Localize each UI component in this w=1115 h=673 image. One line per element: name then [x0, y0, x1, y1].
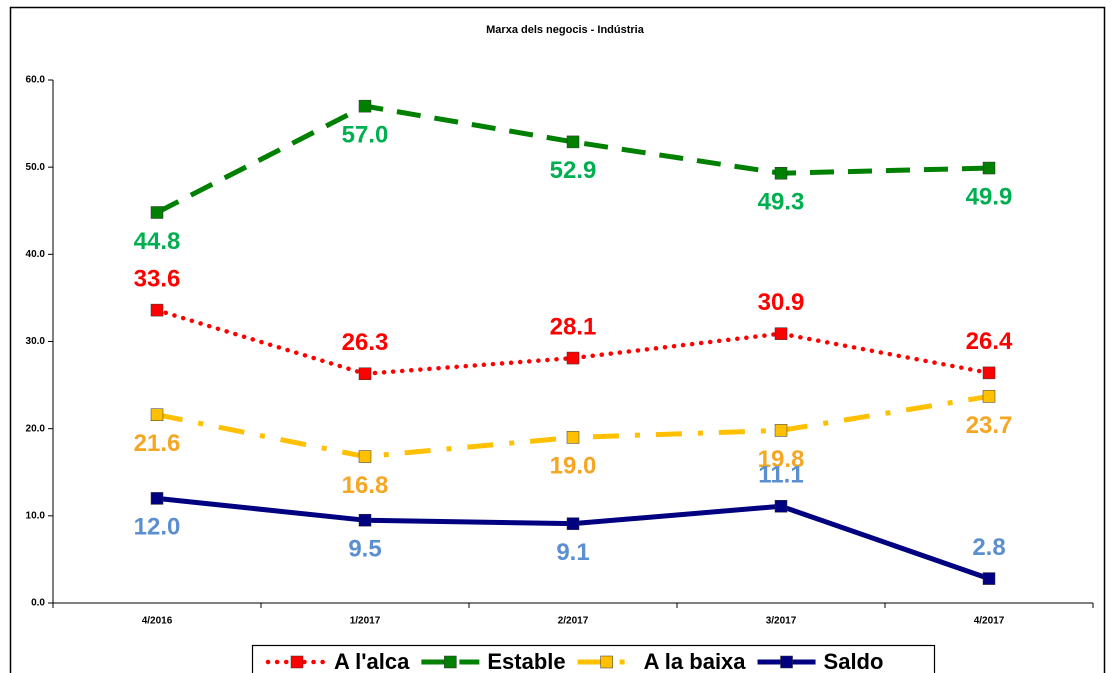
legend-marker — [600, 655, 613, 669]
marker — [774, 424, 788, 437]
marker — [566, 431, 580, 444]
marker — [774, 167, 788, 180]
y-tick-label: 60.0 — [26, 75, 46, 86]
value-label: 19.8 — [758, 446, 805, 473]
marker — [566, 517, 580, 530]
y-tick-label: 0.0 — [31, 598, 45, 609]
marker — [982, 161, 996, 175]
marker — [982, 390, 996, 403]
value-label: 9.1 — [556, 539, 589, 566]
value-label: 33.6 — [134, 265, 181, 292]
value-label: 30.9 — [758, 289, 805, 316]
value-label: 28.1 — [550, 313, 597, 340]
legend-label: A la baixa — [644, 649, 747, 673]
value-label: 26.3 — [342, 329, 389, 356]
marker — [774, 499, 788, 513]
marker — [358, 450, 372, 463]
legend-label: Saldo — [824, 649, 884, 673]
value-label: 16.8 — [342, 472, 389, 499]
y-tick-label: 20.0 — [26, 423, 46, 434]
value-label: 26.4 — [966, 328, 1013, 355]
value-label: 9.5 — [348, 536, 381, 563]
value-label: 21.6 — [134, 430, 181, 457]
y-tick-label: 50.0 — [26, 162, 46, 173]
marker — [358, 513, 372, 527]
value-label: 44.8 — [134, 228, 181, 255]
legend-marker — [444, 655, 457, 669]
value-label: 11.1 — [758, 462, 803, 489]
y-tick-label: 30.0 — [26, 336, 46, 347]
value-label: 2.8 — [972, 534, 1005, 561]
x-tick-label: 4/2017 — [974, 616, 1005, 627]
x-tick-label: 3/2017 — [766, 616, 797, 627]
y-tick-label: 10.0 — [26, 510, 46, 521]
marker — [150, 303, 164, 317]
legend-label: Estable — [487, 649, 565, 673]
value-label: 19.0 — [550, 453, 597, 480]
legend-label: A l'alca — [334, 649, 410, 673]
value-label: 52.9 — [550, 157, 597, 184]
value-label: 49.3 — [758, 189, 805, 216]
value-label: 49.9 — [966, 183, 1013, 210]
series-line — [155, 103, 990, 215]
marker — [982, 366, 996, 380]
chart-frame — [9, 6, 1106, 673]
legend-marker — [290, 655, 304, 669]
value-label: 23.7 — [966, 412, 1013, 439]
marker — [150, 408, 164, 421]
x-tick-label: 2/2017 — [558, 616, 589, 627]
value-label: 57.0 — [342, 121, 389, 148]
x-tick-label: 1/2017 — [350, 616, 381, 627]
x-tick-label: 4/2016 — [142, 616, 173, 627]
chart-title: Marxa dels negocis - Indústria — [486, 24, 645, 36]
legend-marker — [780, 655, 793, 669]
y-tick-label: 40.0 — [26, 249, 46, 260]
marker — [150, 492, 164, 505]
marker — [774, 327, 788, 340]
marker — [566, 135, 580, 149]
marker — [982, 572, 996, 585]
legend-box — [251, 644, 936, 673]
marker — [150, 206, 164, 219]
marker — [566, 351, 580, 365]
marker — [358, 367, 372, 381]
value-label: 12.0 — [134, 514, 181, 541]
marker — [358, 99, 372, 113]
